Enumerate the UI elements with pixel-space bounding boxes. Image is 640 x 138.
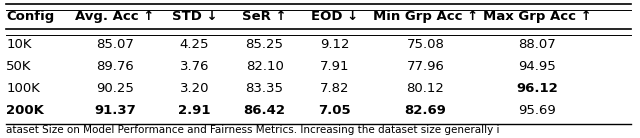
Text: ataset Size on Model Performance and Fairness Metrics. Increasing the dataset si: ataset Size on Model Performance and Fai… xyxy=(6,125,500,135)
Text: EOD ↓: EOD ↓ xyxy=(311,10,358,23)
Text: 83.35: 83.35 xyxy=(246,82,284,95)
Text: 200K: 200K xyxy=(6,104,44,117)
Text: 80.12: 80.12 xyxy=(406,82,445,95)
Text: STD ↓: STD ↓ xyxy=(172,10,217,23)
Text: 3.20: 3.20 xyxy=(180,82,209,95)
Text: 3.76: 3.76 xyxy=(180,60,209,73)
Text: 85.25: 85.25 xyxy=(246,38,284,51)
Text: 100K: 100K xyxy=(6,82,40,95)
Text: 7.91: 7.91 xyxy=(320,60,349,73)
Text: 9.12: 9.12 xyxy=(320,38,349,51)
Text: 7.82: 7.82 xyxy=(320,82,349,95)
Text: 4.25: 4.25 xyxy=(180,38,209,51)
Text: 91.37: 91.37 xyxy=(94,104,136,117)
Text: 82.10: 82.10 xyxy=(246,60,284,73)
Text: 82.69: 82.69 xyxy=(404,104,447,117)
Text: 88.07: 88.07 xyxy=(518,38,556,51)
Text: 89.76: 89.76 xyxy=(96,60,134,73)
Text: 7.05: 7.05 xyxy=(318,104,351,117)
Text: 10K: 10K xyxy=(6,38,32,51)
Text: 90.25: 90.25 xyxy=(96,82,134,95)
Text: 95.69: 95.69 xyxy=(518,104,556,117)
Text: SeR ↑: SeR ↑ xyxy=(243,10,287,23)
Text: 86.42: 86.42 xyxy=(244,104,285,117)
Text: 75.08: 75.08 xyxy=(406,38,445,51)
Text: 94.95: 94.95 xyxy=(518,60,556,73)
Text: Min Grp Acc ↑: Min Grp Acc ↑ xyxy=(373,10,478,23)
Text: 96.12: 96.12 xyxy=(516,82,558,95)
Text: 2.91: 2.91 xyxy=(178,104,211,117)
Text: 85.07: 85.07 xyxy=(96,38,134,51)
Text: 77.96: 77.96 xyxy=(406,60,445,73)
Text: Max Grp Acc ↑: Max Grp Acc ↑ xyxy=(483,10,591,23)
Text: Config: Config xyxy=(6,10,54,23)
Text: 50K: 50K xyxy=(6,60,32,73)
Text: Avg. Acc ↑: Avg. Acc ↑ xyxy=(75,10,154,23)
